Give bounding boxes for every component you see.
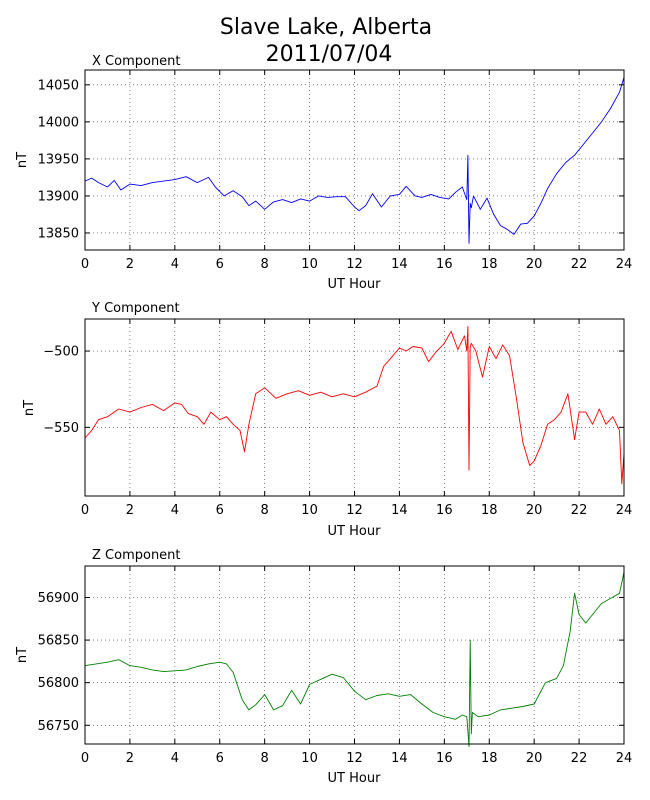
x-tick-label: 4: [171, 257, 179, 272]
x-tick-label: 24: [616, 503, 633, 518]
x-tick-label: 0: [81, 751, 89, 766]
x-tick-label: 22: [571, 751, 588, 766]
x-axis-label: UT Hour: [328, 277, 382, 292]
x-tick-label: 8: [261, 257, 269, 272]
x-tick-label: 2: [126, 257, 134, 272]
x-tick-label: 6: [216, 257, 224, 272]
x-tick-label: 10: [301, 257, 318, 272]
y-axis-label: nT: [15, 647, 30, 663]
series-line: [84, 571, 625, 748]
x-tick-label: 14: [391, 257, 408, 272]
x-tick-label: 12: [346, 257, 363, 272]
x-tick-label: 24: [616, 751, 633, 766]
figure-title-line1: Slave Lake, Alberta: [220, 15, 432, 40]
x-tick-label: 14: [391, 751, 408, 766]
x-axis-label: UT Hour: [328, 771, 382, 786]
x-tick-label: 10: [301, 503, 318, 518]
y-tick-label: 56900: [38, 591, 79, 606]
y-tick-label: −550: [43, 421, 79, 436]
panel-title: X Component: [92, 54, 181, 69]
y-axis-label: nT: [15, 152, 30, 168]
x-tick-label: 20: [526, 257, 543, 272]
y-tick-label: 56850: [38, 634, 79, 649]
x-tick-label: 14: [391, 503, 408, 518]
x-tick-label: 16: [436, 751, 453, 766]
y-tick-label: 56800: [38, 676, 79, 691]
panel-title: Z Component: [92, 548, 181, 563]
x-tick-label: 20: [526, 751, 543, 766]
x-tick-label: 16: [436, 257, 453, 272]
x-tick-label: 0: [81, 257, 89, 272]
x-tick-label: 12: [346, 503, 363, 518]
y-tick-label: 14000: [38, 115, 79, 130]
x-tick-label: 22: [571, 257, 588, 272]
x-tick-label: 18: [481, 257, 498, 272]
x-tick-label: 10: [301, 751, 318, 766]
x-tick-label: 2: [126, 751, 134, 766]
x-tick-label: 2: [126, 503, 134, 518]
x-tick-label: 18: [481, 503, 498, 518]
panel-title: Y Component: [91, 301, 180, 316]
series-line: [84, 77, 625, 244]
x-tick-label: 0: [81, 503, 89, 518]
y-tick-label: 14050: [38, 78, 79, 93]
x-tick-label: 22: [571, 503, 588, 518]
y-tick-label: 56750: [38, 719, 79, 734]
x-tick-label: 20: [526, 503, 543, 518]
y-tick-label: 13900: [38, 189, 79, 204]
series-line: [84, 326, 625, 485]
x-tick-label: 6: [216, 751, 224, 766]
x-tick-label: 12: [346, 751, 363, 766]
panel-y-component: Y Component UT Hour nT 0 2 4 6 8 10 12 14 16 18 20…: [22, 301, 632, 539]
figure-title-line2: 2011/07/04: [266, 42, 393, 67]
x-tick-label: 4: [171, 503, 179, 518]
y-axis-label: nT: [22, 400, 37, 416]
y-tick-label: −500: [43, 345, 79, 360]
panel-x-component: X Component UT Hour nT 0 2 4 6 8 10 12 14 16 18 20…: [15, 54, 632, 292]
x-tick-label: 16: [436, 503, 453, 518]
y-tick-label: 13950: [38, 152, 79, 167]
x-tick-label: 6: [216, 503, 224, 518]
panel-z-component: Z Component UT Hour nT 0 2 4 6 8 10 12 14 16 18 20…: [15, 548, 632, 786]
x-tick-label: 24: [616, 257, 633, 272]
x-tick-label: 4: [171, 751, 179, 766]
x-axis-label: UT Hour: [328, 524, 382, 539]
x-tick-label: 8: [261, 751, 269, 766]
y-tick-label: 13850: [38, 226, 79, 241]
x-tick-label: 18: [481, 751, 498, 766]
x-tick-label: 8: [261, 503, 269, 518]
